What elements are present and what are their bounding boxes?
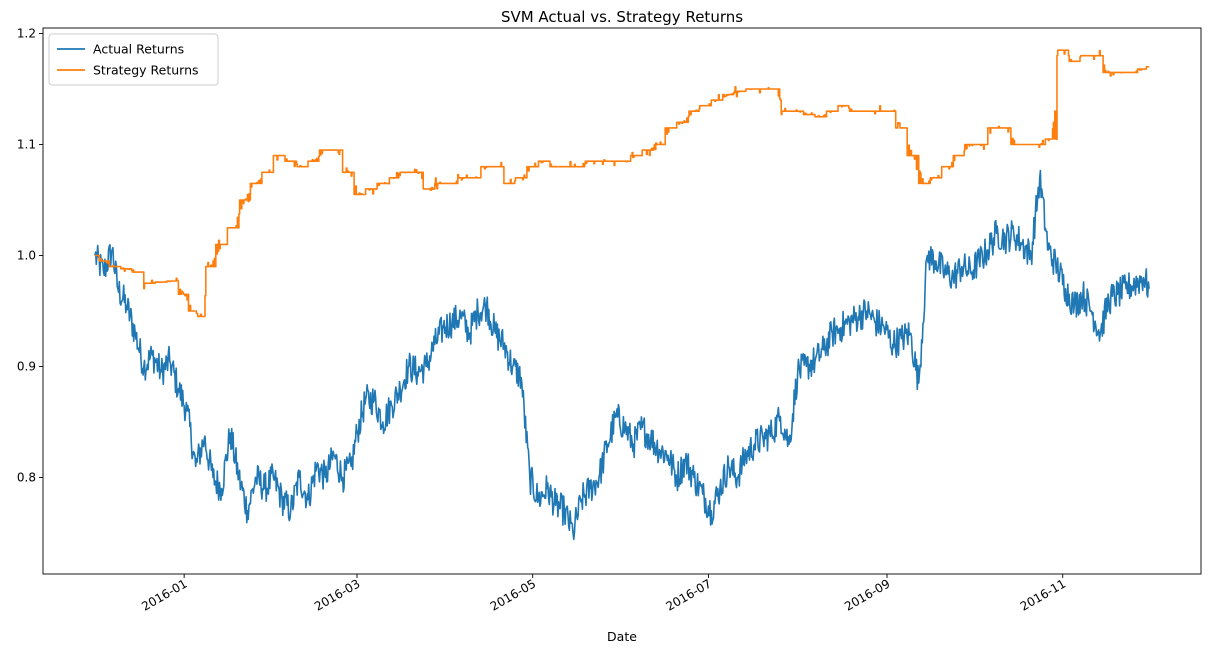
legend-label: Actual Returns [93, 42, 184, 57]
y-tick-label: 1.1 [17, 138, 36, 152]
series-layer [94, 49, 1150, 541]
series-line-strategy-returns [94, 49, 1150, 318]
chart-title: SVM Actual vs. Strategy Returns [501, 8, 743, 26]
x-axis-label: Date [607, 629, 637, 644]
y-tick-label: 1.0 [17, 249, 36, 263]
plot-frame [42, 27, 1202, 575]
y-tick-label: 0.9 [17, 359, 36, 373]
legend-label: Strategy Returns [93, 63, 199, 78]
y-tick-label: 0.8 [17, 470, 36, 484]
legend-box [48, 33, 219, 86]
series-line-actual-returns [94, 169, 1150, 541]
y-tick-label: 1.2 [17, 27, 36, 41]
y-axis: 0.8 0.9 1.0 1.1 1.2 [17, 27, 43, 484]
legend: Actual Returns Strategy Returns [48, 33, 219, 86]
